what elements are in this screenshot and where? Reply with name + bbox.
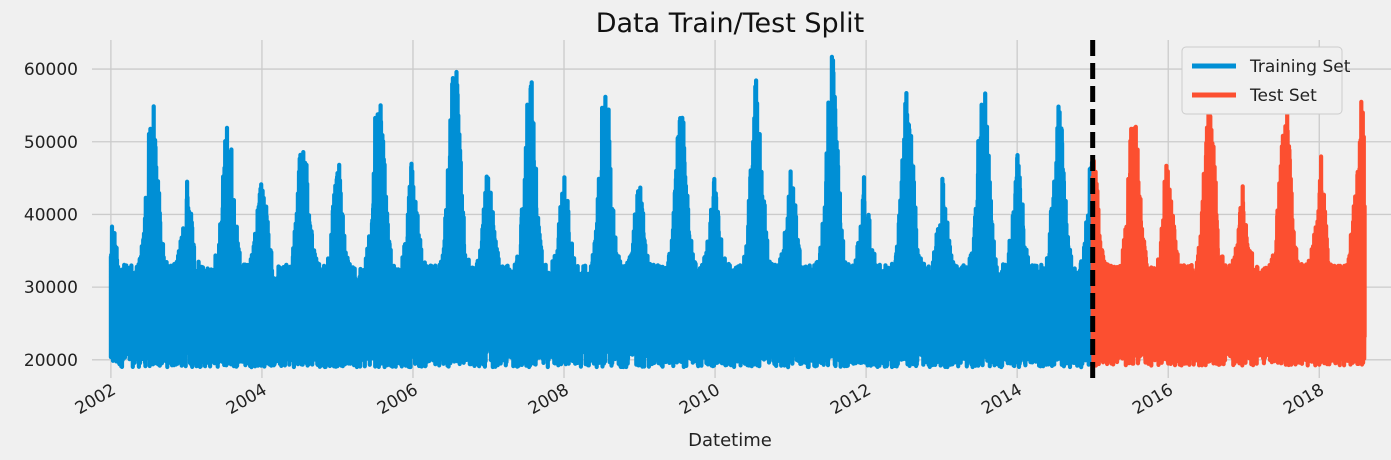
series-layer bbox=[108, 54, 1367, 370]
y-tick-label: 60000 bbox=[24, 60, 78, 80]
chart-title: Data Train/Test Split bbox=[596, 8, 865, 39]
x-axis-label: Datetime bbox=[688, 430, 772, 451]
y-tick-label: 20000 bbox=[24, 351, 78, 371]
legend: Training Set Test Set bbox=[1181, 46, 1351, 115]
y-axis-ticks: 20000 30000 40000 50000 60000 bbox=[24, 60, 78, 371]
legend-label-training: Training Set bbox=[1249, 57, 1351, 77]
y-tick-label: 50000 bbox=[24, 133, 78, 153]
series-line-1 bbox=[1090, 98, 1367, 368]
series-line-0 bbox=[108, 54, 1095, 370]
y-tick-label: 30000 bbox=[24, 278, 78, 298]
legend-label-test: Test Set bbox=[1249, 86, 1317, 106]
y-tick-label: 40000 bbox=[24, 205, 78, 225]
